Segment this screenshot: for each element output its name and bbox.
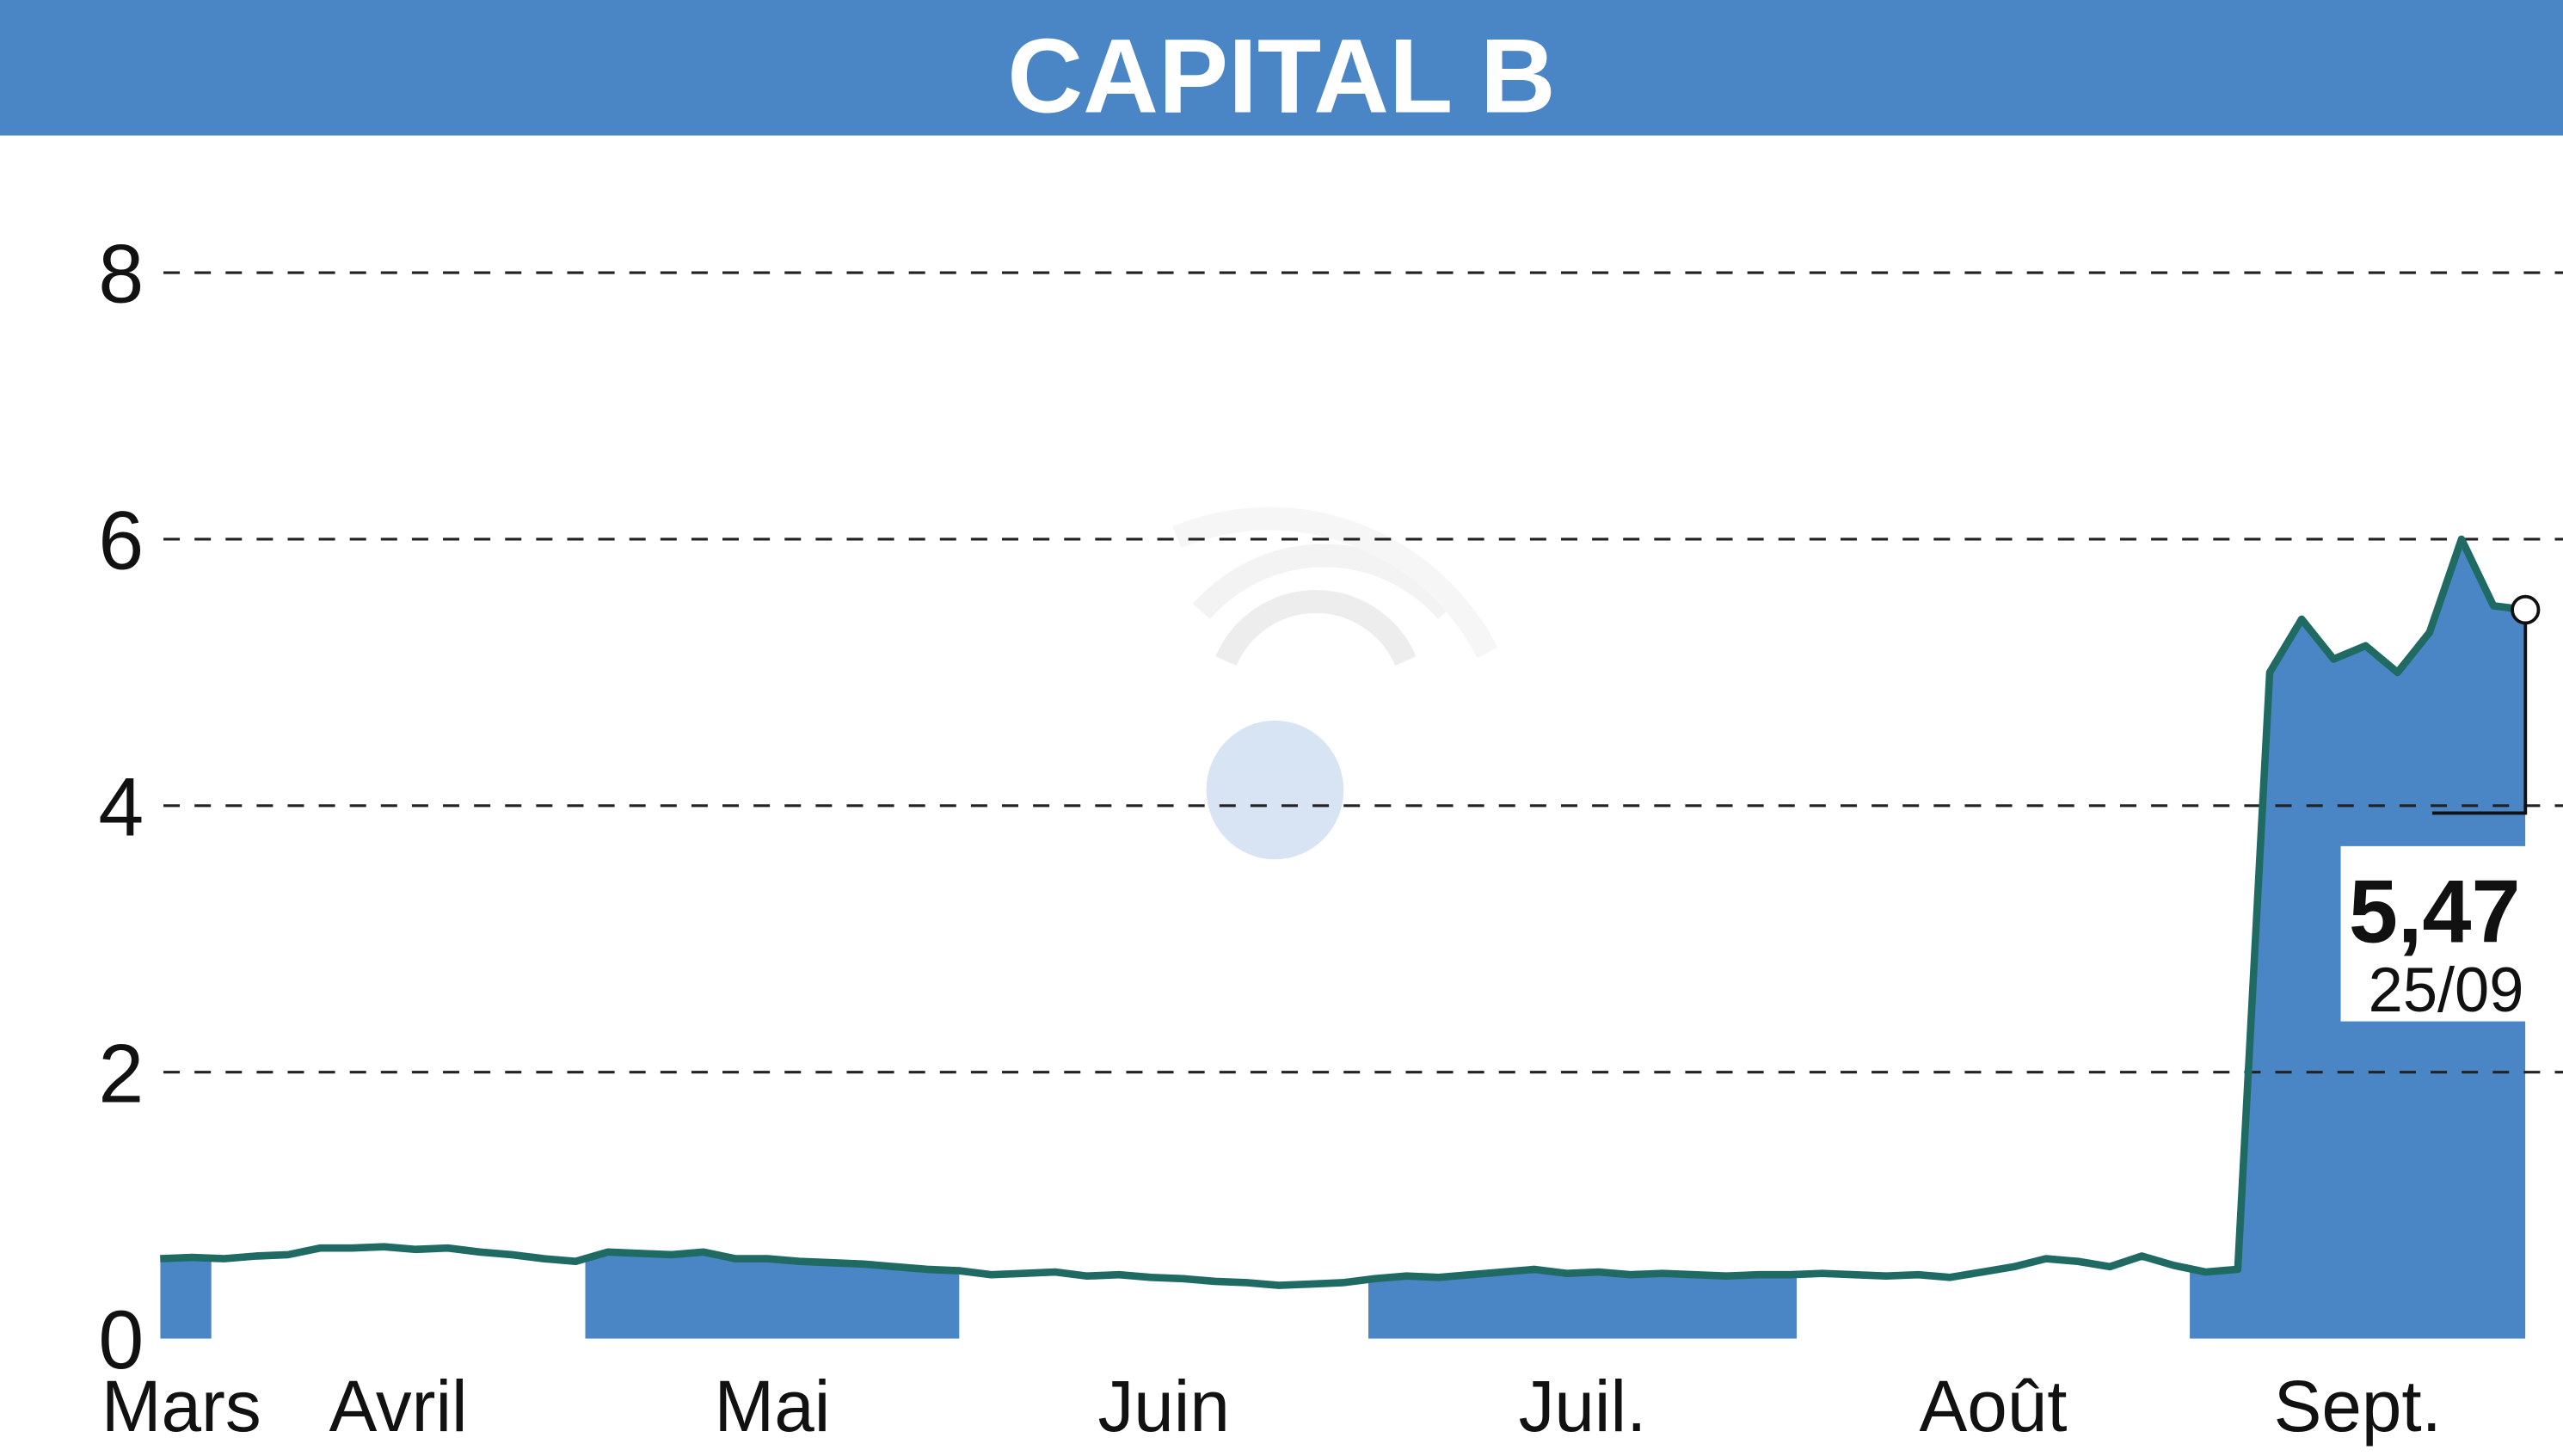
price-line [160, 535, 2526, 1289]
area [160, 538, 2526, 1339]
x-tick-label: Sept. [2274, 1366, 2442, 1447]
x-tick-label: Juil. [1519, 1366, 1647, 1447]
y-tick-label: 6 [98, 495, 144, 587]
x-tick-label: Avril [329, 1366, 468, 1447]
x-tick-label: Juin [1097, 1366, 1229, 1447]
y-tick-label: 0 [98, 1295, 144, 1387]
title-bar [0, 0, 2563, 136]
last-date: 25/09 [2369, 955, 2524, 1025]
y-tick-label: 2 [98, 1029, 144, 1121]
y-tick-label: 4 [98, 762, 144, 854]
watermark [1172, 507, 1498, 860]
y-tick-label: 8 [98, 229, 144, 321]
x-tick-label: Mai [715, 1366, 831, 1447]
x-tick-label: Mars [101, 1366, 261, 1447]
chart-title: CAPITAL B [1007, 16, 1555, 135]
leader [2431, 610, 2528, 815]
last-point [2511, 594, 2541, 625]
label-box [2340, 845, 2528, 1022]
x-tick-label: Août [1920, 1366, 2068, 1447]
last-value: 5,47 [2349, 862, 2521, 961]
